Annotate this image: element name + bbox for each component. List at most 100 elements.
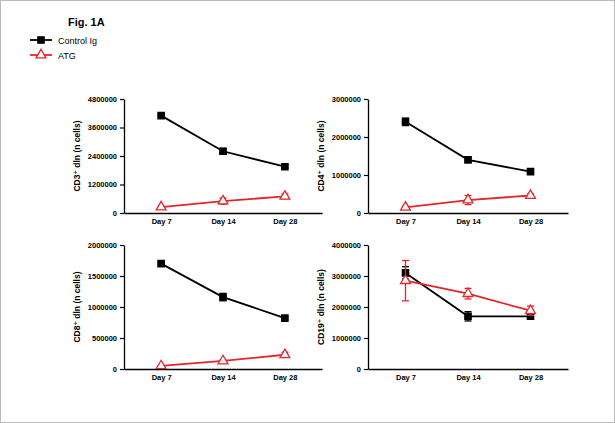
tick-label: Day 7 — [152, 217, 172, 226]
tick-mark — [364, 245, 368, 246]
legend-label: ATG — [58, 51, 76, 61]
tick-label: Day 28 — [273, 373, 297, 382]
marker — [527, 168, 533, 174]
marker — [282, 164, 288, 170]
tick: 1500000 — [88, 272, 124, 281]
frame — [1, 1, 615, 423]
tick-label: Day 28 — [273, 217, 297, 226]
tick-mark — [120, 156, 124, 157]
tick-label: Day 14 — [456, 373, 481, 382]
tick-label: 2000000 — [332, 303, 361, 312]
tick: 4000000 — [332, 241, 368, 250]
y-axis: 01200000240000036000004800000 — [88, 95, 125, 218]
tick: 1000000 — [332, 334, 368, 343]
tick-label: 1000000 — [88, 303, 117, 312]
error-cap — [465, 311, 472, 312]
plot-area — [401, 261, 536, 321]
tick-label: 2000000 — [332, 133, 361, 142]
tick-label: 3000000 — [332, 95, 361, 104]
axis-line — [125, 213, 323, 214]
panel: 0 1000000 2000000 3000000 4000000 Day 7 Day 14… — [316, 241, 569, 382]
tick-label: Day 7 — [396, 373, 416, 382]
tick-label: Day 28 — [519, 217, 543, 226]
tick: 0 — [357, 365, 368, 374]
tick-label: Day 7 — [152, 373, 172, 382]
tick-label: 3600000 — [88, 123, 117, 132]
plot-area — [156, 260, 290, 368]
legend-label: Control Ig — [58, 36, 97, 46]
tick-label: 3000000 — [332, 272, 361, 281]
marker — [526, 190, 536, 199]
tick: Day 14 — [456, 217, 481, 226]
marker — [220, 148, 226, 154]
tick-label: 0 — [357, 365, 361, 374]
tick-label: Day 7 — [396, 217, 416, 226]
tick: 0 — [357, 209, 368, 218]
tick: Day 28 — [519, 217, 543, 226]
axis-line — [368, 246, 369, 370]
tick-mark — [120, 99, 124, 100]
tick-mark — [364, 137, 368, 138]
plot-area — [401, 118, 536, 210]
axis-line — [124, 100, 125, 214]
marker — [282, 315, 288, 321]
legend-item: ATG — [30, 49, 76, 60]
y-axis: 0500000100000015000002000000 — [88, 241, 125, 374]
tick-label: Day 14 — [211, 217, 236, 226]
tick-mark — [120, 245, 124, 246]
tick: Day 14 — [456, 373, 481, 382]
tick-label: Day 28 — [519, 373, 543, 382]
marker — [465, 157, 471, 163]
tick-mark — [364, 307, 368, 308]
series-line — [161, 355, 285, 366]
legend-item: Control Ig — [30, 36, 97, 46]
series-line — [161, 264, 285, 319]
tick: Day 28 — [273, 373, 297, 382]
marker — [156, 360, 166, 369]
tick-label: 0 — [357, 209, 361, 218]
error-cap — [402, 260, 409, 261]
tick-label: 1500000 — [88, 272, 117, 281]
tick-label: 1200000 — [88, 180, 117, 189]
axis-line — [124, 246, 125, 370]
tick: 2000000 — [332, 303, 368, 312]
y-axis: 0 1000000 2000000 3000000 4000000 — [332, 241, 369, 374]
marker — [463, 288, 473, 297]
marker — [463, 194, 473, 203]
tick: 2000000 — [88, 241, 124, 250]
marker — [401, 202, 411, 211]
tick-label: 2000000 — [88, 241, 117, 250]
axis-title: CD3⁺ dln (n cells) — [72, 120, 82, 191]
legend: Control Ig ATG — [30, 36, 97, 61]
series-line — [161, 116, 285, 167]
panel: 0100000020000003000000Day 7Day 14Day 28C… — [316, 95, 569, 226]
tick-label: Day 14 — [456, 217, 481, 226]
marker — [158, 112, 164, 118]
panel: 01200000240000036000004800000Day 7Day 14… — [72, 95, 323, 226]
error-bar — [402, 118, 409, 126]
series-line — [406, 281, 531, 311]
tick: Day 7 — [396, 217, 416, 226]
tick-mark — [120, 276, 124, 277]
x-axis: Day 7Day 14Day 28 — [125, 370, 323, 383]
tick-label: 500000 — [92, 334, 117, 343]
legend-marker — [36, 49, 46, 58]
tick-mark — [364, 99, 368, 100]
tick-mark — [120, 369, 124, 370]
axis-title: CD8⁺ dln (n cells) — [72, 271, 82, 342]
tick-mark — [120, 338, 124, 339]
tick-mark — [120, 184, 124, 185]
marker — [218, 355, 228, 364]
tick: 1000000 — [88, 303, 124, 312]
axis-line — [125, 369, 323, 370]
tick: 1200000 — [88, 180, 124, 189]
marker — [218, 195, 228, 204]
tick-label: 2400000 — [88, 152, 117, 161]
marker — [280, 349, 290, 358]
axis-line — [369, 369, 569, 370]
error-bar — [465, 312, 472, 321]
tick: 1000000 — [332, 171, 368, 180]
marker — [526, 305, 536, 314]
marker — [465, 313, 471, 319]
tick: 500000 — [92, 334, 124, 343]
